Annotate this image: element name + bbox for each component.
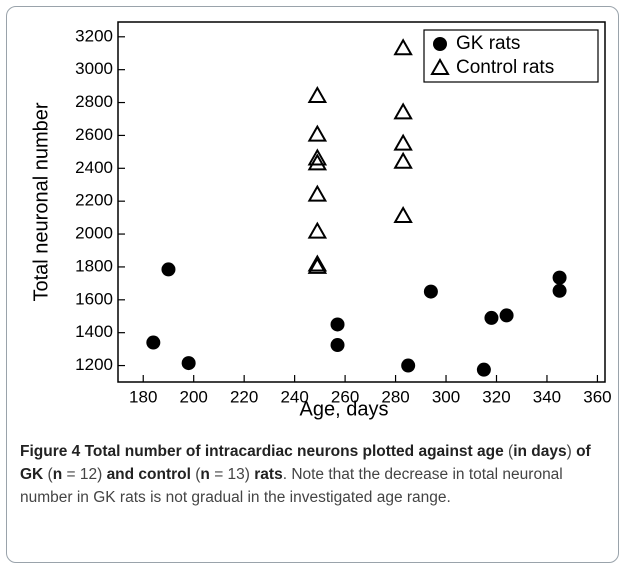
x-tick-label: 200 <box>180 387 208 406</box>
point <box>552 270 567 285</box>
legend-box <box>423 29 599 83</box>
point <box>330 338 345 353</box>
caption-part: = 12) <box>62 466 107 483</box>
legend-label: GK rats <box>456 33 520 54</box>
y-tick-label: 1600 <box>75 289 113 308</box>
point <box>307 256 328 274</box>
point <box>552 283 567 298</box>
point <box>181 356 196 371</box>
y-tick-label: 1800 <box>75 256 113 275</box>
figure-frame <box>6 6 619 563</box>
point <box>423 284 438 299</box>
x-tick-label: 240 <box>280 387 308 406</box>
point <box>476 362 491 377</box>
legend-marker <box>433 37 447 51</box>
point <box>330 317 345 332</box>
caption-part: = 13) <box>209 466 255 483</box>
y-tick-label: 1200 <box>75 355 113 374</box>
chart: Age, days Total neuronal number 1200 1400… <box>30 21 612 420</box>
y-tick-label: 1400 <box>75 322 113 341</box>
y-tick-label: 2400 <box>75 158 113 177</box>
caption-part: in days <box>513 443 567 460</box>
y-axis-label: Total neuronal number <box>30 102 52 301</box>
point <box>401 358 416 373</box>
caption-part: ) <box>566 443 577 460</box>
y-tick-label: 2000 <box>75 224 113 243</box>
point <box>307 148 328 166</box>
y-tick-label: 3000 <box>75 59 113 78</box>
x-tick-label: 340 <box>533 387 561 406</box>
caption-part: ( <box>43 466 53 483</box>
legend-label: Control rats <box>456 57 554 78</box>
caption: Figure 4 Total number of intracardiac ne… <box>20 440 610 509</box>
point <box>499 308 514 323</box>
caption-part: rats <box>254 466 283 483</box>
point <box>393 102 413 120</box>
y-tick-label: 2800 <box>75 92 113 111</box>
point <box>393 133 413 151</box>
caption-part: n <box>200 466 210 483</box>
x-tick-label: 180 <box>129 387 157 406</box>
point <box>393 38 413 56</box>
point <box>307 184 328 202</box>
point <box>307 124 328 142</box>
caption-part: . Note that the decrease in total neuron… <box>20 466 563 506</box>
caption-part: Figure 4 Total number of intracardiac ne… <box>20 443 504 460</box>
x-tick-label: 220 <box>230 387 258 406</box>
point <box>146 335 161 350</box>
point <box>307 85 328 103</box>
point <box>393 151 413 169</box>
x-axis-label: Age, days <box>300 398 389 420</box>
plot-frame <box>117 21 606 383</box>
point <box>307 221 328 239</box>
point <box>393 205 413 223</box>
y-tick-label: 2200 <box>75 191 113 210</box>
caption-part: and control <box>106 466 191 483</box>
x-tick-label: 320 <box>482 387 510 406</box>
x-tick-label: 280 <box>381 387 409 406</box>
caption-part: n <box>52 466 63 483</box>
x-tick-label: 260 <box>331 387 359 406</box>
x-tick-label: 300 <box>432 387 460 406</box>
point <box>484 310 499 325</box>
y-tick-label: 3200 <box>75 26 113 45</box>
caption-part: ( <box>503 443 514 460</box>
y-tick-label: 2600 <box>75 125 113 144</box>
x-tick-label: 360 <box>583 387 611 406</box>
point <box>161 262 176 277</box>
caption-part: of GK <box>20 443 591 483</box>
point <box>307 153 328 171</box>
point <box>307 254 328 272</box>
legend-marker <box>430 57 450 75</box>
caption-part: ( <box>190 466 201 483</box>
